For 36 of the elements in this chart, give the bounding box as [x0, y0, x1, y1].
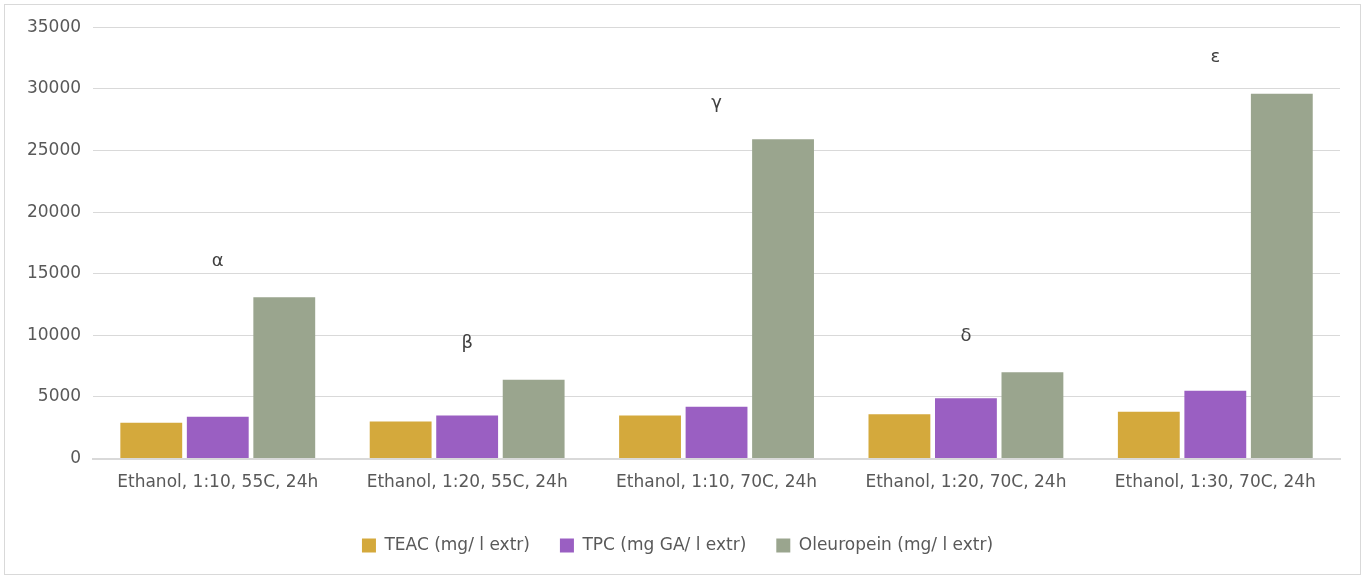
x-tick-label: Ethanol, 1:20, 55C, 24h [366, 471, 568, 492]
annotation: γ [711, 91, 723, 113]
bar [502, 379, 565, 459]
bar [752, 139, 814, 459]
y-tick-label: 30000 [26, 77, 82, 98]
y-tick-label: 15000 [26, 262, 82, 283]
y-tick-label: 25000 [26, 138, 82, 159]
y-tick-label: 5000 [37, 385, 82, 406]
bar [1250, 93, 1313, 459]
legend-label: TPC (mg GA/ l extr) [581, 533, 747, 554]
annotation: α [211, 248, 224, 270]
bar [685, 406, 748, 459]
bar [120, 422, 183, 459]
annotation: β [461, 331, 473, 353]
bar [1184, 390, 1247, 459]
y-tick-label: 10000 [26, 323, 82, 344]
y-tick-label: 20000 [26, 200, 82, 221]
x-tick-label: Ethanol, 1:10, 70C, 24h [616, 471, 818, 492]
y-tick-label: 35000 [26, 15, 82, 36]
x-tick-label: Ethanol, 1:10, 55C, 24h [117, 471, 319, 492]
y-tick-label: 0 [70, 447, 82, 468]
bar [1001, 372, 1064, 459]
bar [369, 421, 432, 459]
bar [868, 414, 931, 459]
annotation: ε [1210, 45, 1221, 67]
bar [186, 416, 249, 459]
x-tick-label: Ethanol, 1:30, 70C, 24h [1114, 471, 1316, 492]
bar [1117, 411, 1180, 459]
annotation: δ [960, 323, 972, 345]
bar [253, 297, 316, 459]
bar [619, 415, 681, 459]
bar [436, 415, 499, 459]
legend-label: TEAC (mg/ l extr) [383, 533, 530, 554]
bar [935, 398, 997, 459]
legend-label: Oleuropein (mg/ l extr) [798, 533, 994, 554]
x-tick-label: Ethanol, 1:20, 70C, 24h [865, 471, 1067, 492]
